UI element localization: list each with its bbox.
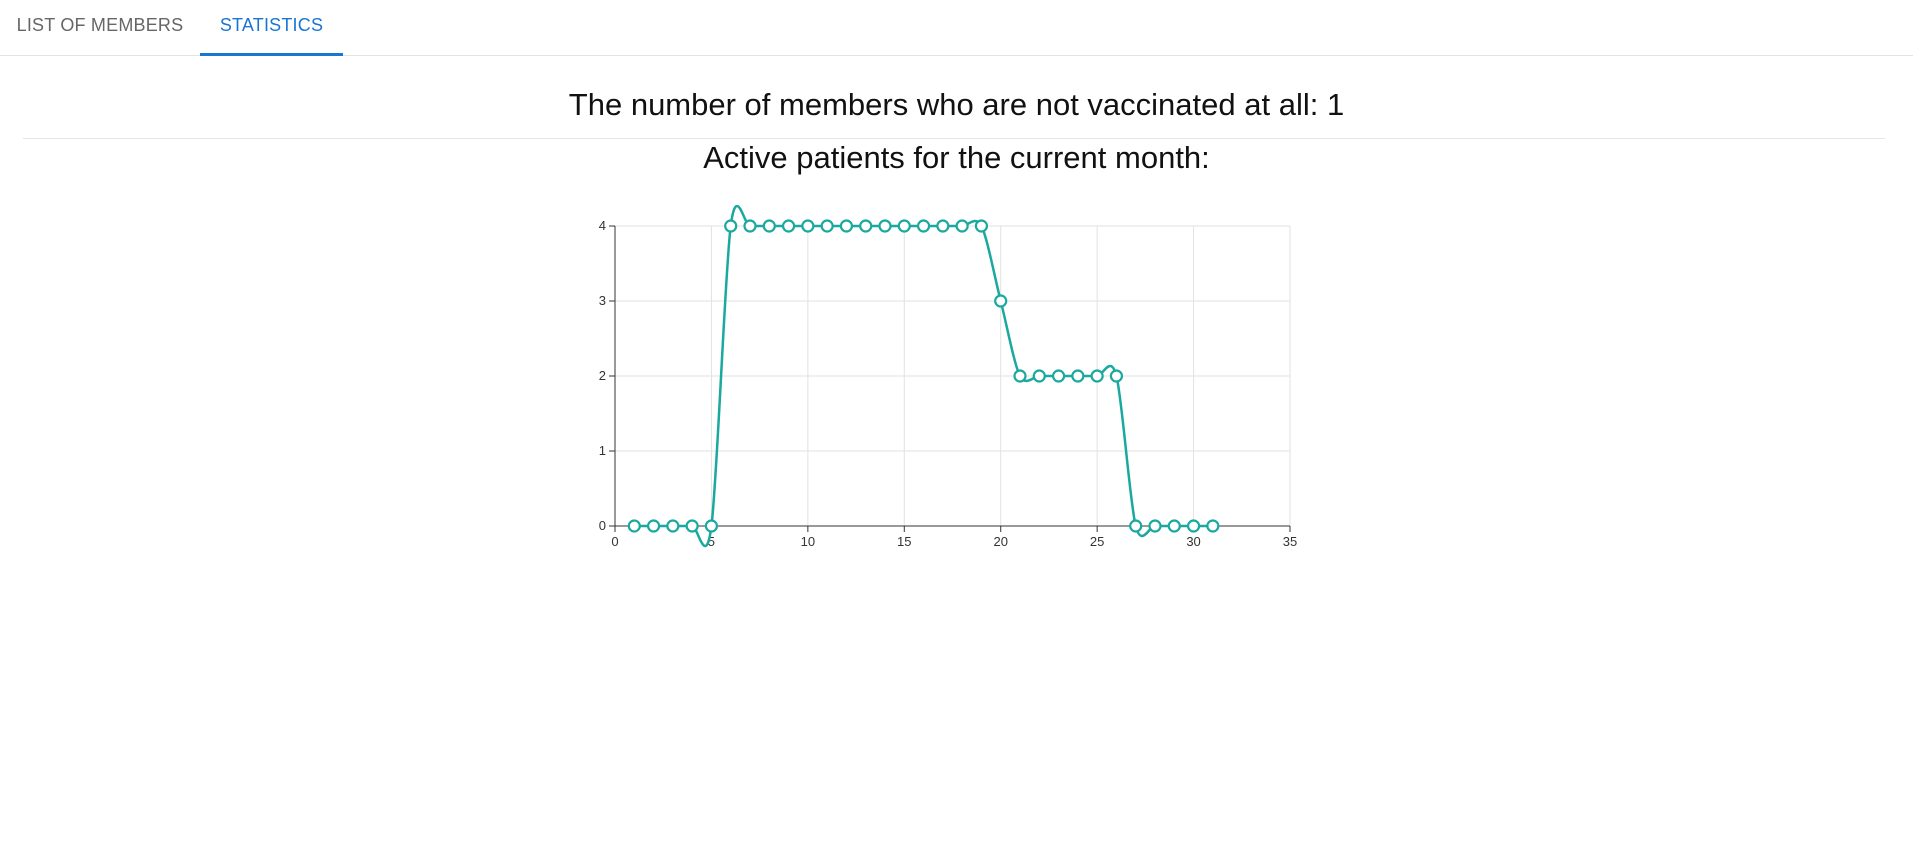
data-point bbox=[955, 219, 969, 233]
y-tick-label: 0 bbox=[599, 518, 606, 533]
x-tick-label: 5 bbox=[708, 534, 715, 549]
data-point bbox=[1148, 519, 1162, 533]
data-point bbox=[1109, 369, 1124, 383]
data-point bbox=[704, 519, 719, 533]
y-tick-label: 4 bbox=[599, 218, 606, 233]
data-point bbox=[724, 219, 738, 233]
data-point bbox=[839, 219, 854, 233]
y-tick-label: 2 bbox=[599, 368, 606, 383]
data-point bbox=[1013, 369, 1027, 383]
active-patients-chart: 0 5 10 15 20 25 30 35 0 1 2 3 4 bbox=[580, 204, 1300, 565]
data-point bbox=[781, 219, 796, 233]
x-tick-label: 0 bbox=[611, 534, 618, 549]
data-point bbox=[743, 219, 757, 233]
tab-bar: LIST OF MEMBERS STATISTICS bbox=[0, 0, 1913, 56]
data-point bbox=[897, 219, 911, 233]
x-tick-label: 10 bbox=[801, 534, 815, 549]
data-point bbox=[666, 519, 680, 533]
data-point bbox=[1071, 369, 1085, 383]
data-point bbox=[859, 219, 873, 233]
data-point bbox=[878, 219, 892, 233]
data-point bbox=[994, 294, 1008, 308]
y-tick-label: 1 bbox=[599, 443, 606, 458]
x-tick-label: 30 bbox=[1186, 534, 1200, 549]
data-point bbox=[916, 219, 931, 233]
data-point bbox=[820, 219, 834, 233]
active-patients-chart-svg: 0 5 10 15 20 25 30 35 0 1 2 3 4 bbox=[599, 204, 1297, 549]
x-tick-label: 20 bbox=[993, 534, 1007, 549]
data-point bbox=[1129, 519, 1143, 533]
data-point bbox=[685, 519, 699, 533]
data-point bbox=[1090, 369, 1104, 383]
data-point bbox=[936, 219, 950, 233]
y-tick-label: 3 bbox=[599, 293, 606, 308]
data-point bbox=[762, 219, 776, 233]
data-point bbox=[1186, 519, 1201, 533]
data-point bbox=[1167, 519, 1181, 533]
tab-list-of-members[interactable]: LIST OF MEMBERS bbox=[16, 15, 184, 35]
active-tab-indicator bbox=[200, 53, 343, 56]
tab-statistics[interactable]: STATISTICS bbox=[219, 15, 324, 35]
data-point bbox=[646, 519, 661, 533]
x-tick-label: 25 bbox=[1090, 534, 1104, 549]
section-divider bbox=[23, 138, 1885, 139]
data-point bbox=[1206, 519, 1220, 533]
data-point bbox=[974, 219, 989, 233]
x-tick-label: 35 bbox=[1283, 534, 1297, 549]
unvaccinated-count-heading: The number of members who are not vaccin… bbox=[568, 87, 1345, 122]
data-point bbox=[801, 219, 815, 233]
active-patients-heading: Active patients for the current month: bbox=[703, 140, 1210, 175]
data-point bbox=[1032, 369, 1046, 383]
data-point bbox=[1051, 369, 1066, 383]
data-point bbox=[627, 519, 641, 533]
x-tick-label: 15 bbox=[897, 534, 911, 549]
